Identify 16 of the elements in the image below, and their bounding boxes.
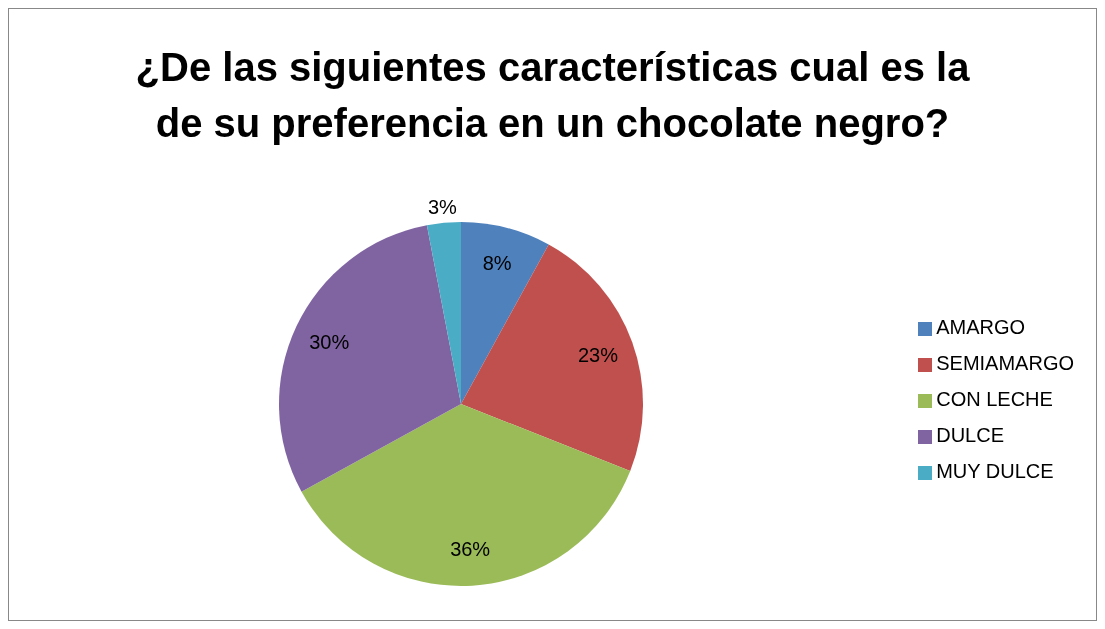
pie-slice <box>426 222 461 404</box>
pie-slice <box>461 222 549 404</box>
pie-slice <box>279 225 461 492</box>
data-label: 8% <box>482 251 512 274</box>
data-label: 23% <box>577 343 619 366</box>
pie-slice <box>301 404 631 586</box>
legend-label: MUY DULCE <box>936 460 1054 482</box>
data-label: 36% <box>450 538 491 561</box>
data-label: 3% <box>427 195 458 218</box>
pie-slice <box>461 244 643 471</box>
legend-label: DULCE <box>936 424 1004 446</box>
data-label: 30% <box>309 331 350 354</box>
legend-label: SEMIAMARGO <box>936 352 1074 374</box>
chart-title: ¿De las siguientes características cual es la de su preferencia en un chocolate negro? <box>134 44 971 147</box>
legend-label: CON LECHE <box>936 388 1053 410</box>
legend-label: AMARGO <box>936 316 1026 338</box>
